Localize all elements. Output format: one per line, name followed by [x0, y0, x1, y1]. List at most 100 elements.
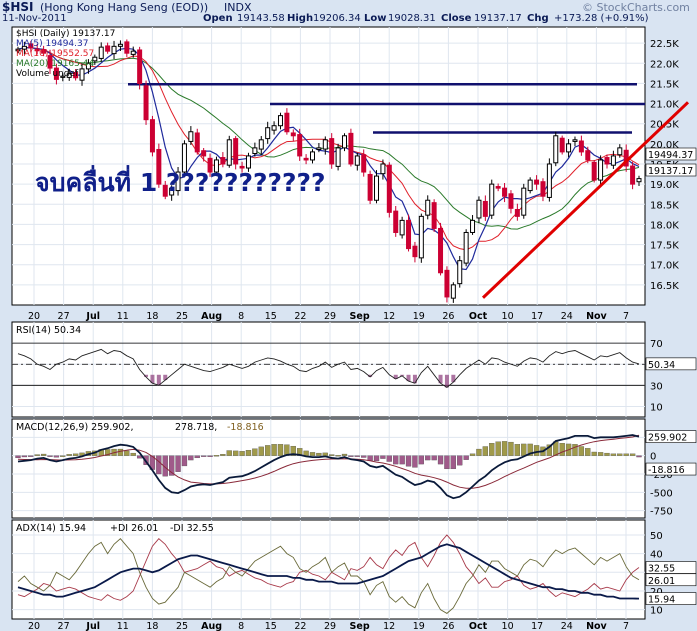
- macd-histogram-bar: [15, 455, 21, 459]
- adx-last-label-box: [645, 592, 697, 605]
- candle-body: [73, 72, 79, 79]
- candle-body: [156, 148, 162, 185]
- candle-body: [329, 138, 335, 165]
- x-tick-label: 15: [265, 311, 277, 322]
- x-tick-label: Nov: [586, 311, 607, 322]
- candle-body: [15, 48, 21, 52]
- bottom-x-tick-label: 25: [176, 621, 188, 631]
- candle-body: [559, 137, 565, 153]
- x-tick-label: 29: [324, 311, 336, 322]
- macd-histogram-bar: [34, 454, 40, 456]
- macd-histogram-bar: [489, 443, 495, 456]
- macd-histogram-bar: [220, 454, 226, 456]
- x-tick-label: 22: [294, 311, 306, 322]
- macd-histogram-bar: [252, 448, 258, 456]
- bottom-x-tick-label: Nov: [586, 621, 607, 631]
- macd-histogram-bar: [175, 455, 181, 472]
- macd-histogram-bar: [585, 448, 591, 456]
- candle-body: [470, 219, 476, 233]
- bottom-x-tick-label: 11: [117, 621, 129, 631]
- x-tick-label: Sep: [350, 311, 370, 322]
- candle-body: [534, 179, 540, 185]
- candle-body: [194, 132, 200, 153]
- watermark: © StockCharts.com: [582, 1, 690, 14]
- candle-body: [508, 193, 514, 209]
- macd-histogram-bar: [322, 452, 328, 456]
- macd-histogram-bar: [104, 449, 111, 456]
- macd-histogram-bar: [636, 455, 642, 458]
- macd-hist-last-label: -18.816: [648, 465, 685, 476]
- ohlc-bar: 11-Nov-2011 Open 19143.58 High 19206.34 …: [0, 13, 697, 26]
- bottom-x-tick-label: 22: [294, 621, 306, 631]
- candle-body: [137, 49, 143, 84]
- bottom-x-tick-label: 18: [146, 621, 158, 631]
- adx-panel: [11, 519, 646, 620]
- macd-last-label: 259.902: [648, 433, 687, 444]
- bottom-x-tick-label: Jul: [85, 621, 100, 631]
- candle-body: [348, 132, 354, 165]
- high-label: High: [287, 13, 314, 24]
- macd-histogram-bar: [373, 455, 380, 462]
- chg-value: +173.28 (+0.91%): [554, 13, 649, 24]
- macd-histogram-bar: [290, 445, 296, 456]
- bottom-x-tick-label: 24: [561, 621, 573, 631]
- macd-histogram-bar: [469, 453, 476, 456]
- candle-body: [386, 164, 392, 213]
- candle-body: [354, 155, 360, 166]
- macd-histogram-bar: [559, 443, 565, 456]
- candle-body: [53, 67, 59, 80]
- candle-body: [425, 199, 431, 216]
- macd-histogram-bar: [201, 455, 207, 457]
- high-value: 19206.34: [313, 13, 361, 24]
- macd-legend-hist: -18.816: [227, 422, 264, 433]
- candle-body: [309, 151, 315, 161]
- macd-histogram-bar: [181, 455, 188, 467]
- open-value: 19143.58: [237, 13, 285, 24]
- macd-histogram-bar: [226, 450, 232, 456]
- candle-body: [527, 179, 533, 192]
- macd-hist-last-label-box: [645, 462, 697, 476]
- candle-body: [220, 157, 226, 165]
- macd-histogram-bar: [386, 455, 392, 462]
- price-legend-2: MA(10) 19552.57: [16, 49, 94, 59]
- open-label: Open: [203, 13, 233, 24]
- price-y-tick: 20.0K: [650, 140, 679, 151]
- annotation-text: จบคลื่นที่ 1 ???????????: [35, 165, 325, 197]
- candle-body: [610, 155, 616, 166]
- bottom-x-tick-label: 8: [238, 621, 244, 631]
- candle-body: [188, 131, 194, 142]
- macd-histogram-bar: [431, 455, 437, 461]
- x-tick-label: 27: [58, 311, 70, 322]
- candle-body: [201, 150, 207, 157]
- chg-label: Chg: [527, 13, 549, 24]
- x-tick-label: 19: [413, 311, 425, 322]
- candle-body: [380, 163, 386, 175]
- macd-histogram-bar: [572, 444, 578, 456]
- macd-histogram-bar: [521, 443, 527, 456]
- macd-panel: [11, 418, 646, 519]
- candle-body: [92, 56, 98, 62]
- macd-line: [17, 434, 640, 500]
- candle-body: [630, 165, 636, 185]
- candle-body: [566, 143, 572, 153]
- minus-di-last-label: 32.55: [648, 564, 675, 575]
- price-legend-0: $HSI (Daily) 19137.17: [16, 29, 115, 39]
- macd-histogram-bar: [514, 444, 521, 456]
- candle-body: [476, 199, 482, 219]
- price-y-tick: 21.0K: [650, 100, 679, 111]
- macd-histogram-bar: [348, 455, 354, 457]
- macd-histogram-bar: [578, 446, 585, 456]
- macd-histogram-bar: [335, 455, 341, 457]
- candle-body: [521, 187, 527, 216]
- close-label: Close: [441, 13, 472, 24]
- macd-histogram-bar: [309, 452, 316, 456]
- macd-histogram-bar: [476, 448, 482, 456]
- macd-histogram-bar: [47, 455, 53, 457]
- rsi-panel: [11, 321, 646, 418]
- bottom-x-tick-label: Oct: [469, 621, 488, 631]
- macd-histogram-bar: [617, 453, 623, 456]
- x-tick-label: 12: [383, 311, 395, 322]
- macd-histogram-bar: [629, 453, 636, 456]
- x-tick-label: Oct: [469, 311, 488, 322]
